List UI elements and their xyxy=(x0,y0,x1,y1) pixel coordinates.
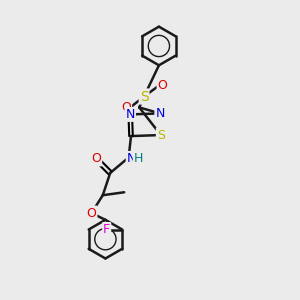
Text: F: F xyxy=(103,223,110,236)
Text: S: S xyxy=(140,89,148,103)
Text: N: N xyxy=(126,108,135,121)
Text: O: O xyxy=(121,101,131,114)
Text: O: O xyxy=(91,152,101,166)
Text: S: S xyxy=(157,128,165,142)
Text: N: N xyxy=(126,152,136,165)
Text: O: O xyxy=(87,207,96,220)
Text: O: O xyxy=(158,79,167,92)
Text: N: N xyxy=(155,107,165,120)
Text: H: H xyxy=(134,152,143,165)
